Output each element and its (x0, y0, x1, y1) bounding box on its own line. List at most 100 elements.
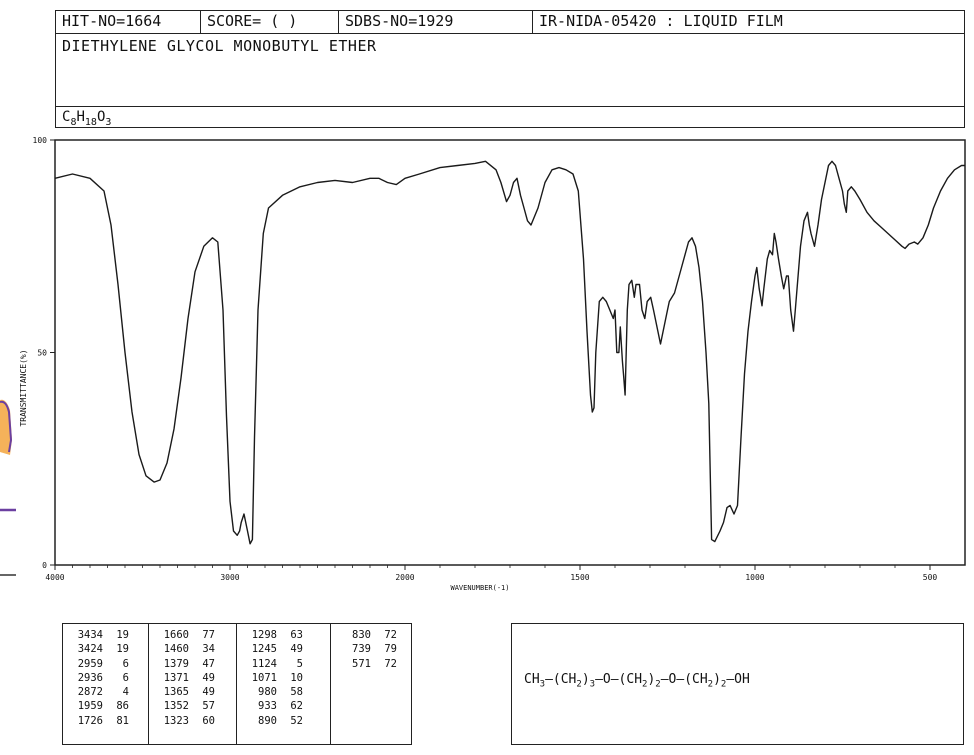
structure-box: CH3—(CH2)3—O—(CH2)2—O—(CH2)2—OH (511, 623, 964, 745)
peak-row: 1323 60 (155, 714, 230, 728)
plot-frame (54, 139, 966, 566)
peak-transmittance: 10 (290, 671, 303, 684)
peak-wavenumber: 830 (352, 629, 371, 641)
peak-row: 890 52 (243, 714, 324, 728)
spectrum-header: HIT-NO=1664 SCORE= ( ) SDBS-NO=1929 IR-N… (55, 10, 965, 128)
y-tick-label: 100 (33, 136, 48, 145)
peak-wavenumber: 2872 (77, 686, 103, 699)
peak-wavenumber: 3434 (77, 629, 103, 641)
x-tick-label: 1000 (745, 573, 764, 582)
peak-wavenumber: 1371 (163, 671, 189, 684)
peak-wavenumber: 1959 (77, 700, 103, 713)
formula-c-count: 8 (70, 116, 77, 128)
structural-formula: CH3—(CH2)3—O—(CH2)2—O—(CH2)2—OH (524, 672, 750, 690)
peak-transmittance: 19 (116, 629, 129, 641)
structure-seg3-sub: 2 (707, 679, 714, 690)
peak-row: 830 72 (337, 628, 405, 642)
structure-seg2-n: 2 (655, 679, 661, 690)
peak-wavenumber: 1298 (251, 629, 277, 641)
y-tick-label: 0 (42, 561, 47, 570)
bond-5: — (676, 672, 685, 687)
peak-transmittance: 49 (202, 671, 215, 684)
score-field: SCORE= ( ) (201, 11, 339, 33)
peak-wavenumber: 1660 (163, 629, 189, 641)
peak-wavenumber: 1124 (251, 657, 277, 670)
x-tick-labels: 4000 3000 2000 1500 1000 500 (45, 573, 937, 582)
structure-o1: O (602, 672, 611, 687)
peak-wavenumber: 3424 (77, 643, 103, 656)
compound-name: DIETHYLENE GLYCOL MONOBUTYL ETHER (62, 37, 377, 55)
structure-ch3: CH (524, 672, 540, 687)
bond-3: — (610, 672, 619, 687)
peak-column: 1660 77 1460 34 1379 47 1371 49 1365 49 1352 57 1323… (149, 624, 237, 744)
peak-transmittance: 60 (202, 714, 215, 727)
peak-row: 1124 5 (243, 657, 324, 671)
peak-wavenumber: 2959 (77, 657, 103, 670)
y-tick-labels: 0 50 100 (33, 136, 48, 570)
peak-transmittance: 72 (384, 629, 397, 641)
axis-ticks (50, 139, 931, 570)
peak-row: 1298 63 (243, 628, 324, 642)
x-tick-label: 3000 (220, 573, 239, 582)
peak-transmittance: 58 (290, 686, 303, 699)
peak-row: 1352 57 (155, 699, 230, 713)
formula-h: H (76, 109, 85, 125)
peak-row: 1460 34 (155, 642, 230, 656)
y-axis-label: TRANSMITTANCE(%) (19, 349, 28, 426)
peak-transmittance: 4 (122, 686, 129, 699)
peak-transmittance: 57 (202, 700, 215, 713)
peak-row: 1371 49 (155, 671, 230, 685)
bond-6: — (726, 672, 735, 687)
formula-h-count: 18 (84, 116, 97, 128)
structure-seg1-close: ) (581, 672, 590, 687)
structure-seg2: (CH (618, 672, 643, 687)
structure-ch3-sub: 3 (539, 679, 546, 690)
peak-row: 1379 47 (155, 657, 230, 671)
bond-4: — (660, 672, 669, 687)
peak-wavenumber: 1323 (163, 714, 189, 727)
structure-seg2-close: ) (647, 672, 656, 687)
x-tick-label: 500 (923, 573, 938, 582)
peak-row: 3424 19 (69, 642, 142, 656)
peak-transmittance: 52 (290, 714, 303, 727)
peak-wavenumber: 890 (258, 714, 277, 727)
peak-transmittance: 72 (384, 657, 397, 670)
peak-wavenumber: 980 (258, 686, 277, 699)
peak-row: 1726 81 (69, 714, 142, 728)
peak-transmittance: 19 (116, 643, 129, 656)
x-axis-label: WAVENUMBER(-1) (450, 584, 509, 592)
peak-transmittance: 47 (202, 657, 215, 670)
peak-transmittance: 34 (202, 643, 215, 656)
peak-wavenumber: 1352 (163, 700, 189, 713)
peak-row: 2936 6 (69, 671, 142, 685)
peak-row: 2872 4 (69, 685, 142, 699)
peak-row: 2959 6 (69, 657, 142, 671)
peak-wavenumber: 1379 (163, 657, 189, 670)
peak-transmittance: 49 (290, 643, 303, 656)
structure-seg1-n: 3 (589, 679, 596, 690)
ir-nida-code: IR-NIDA-05420 : LIQUID FILM (539, 12, 783, 30)
peak-row: 739 79 (337, 642, 405, 656)
ir-spectrum-chart: TRANSMITTANCE(%) 0 50 100 4000 3000 2000 1500… (19, 136, 966, 592)
peak-wavenumber: 933 (258, 700, 277, 713)
formula-c: C (62, 109, 71, 125)
structure-seg3-close: ) (713, 672, 721, 687)
x-tick-label: 2000 (395, 573, 414, 582)
x-tick-label: 4000 (45, 573, 64, 582)
peak-transmittance: 6 (122, 671, 129, 684)
peak-column: 1298 63 1245 49 1124 5 1071 10 980 58 933 62 890 52 (237, 624, 331, 744)
bond-2: — (595, 672, 603, 687)
peak-row: 571 72 (337, 657, 405, 671)
peak-row: 980 58 (243, 685, 324, 699)
structure-seg1: (CH (552, 672, 577, 687)
peak-row: 933 62 (243, 699, 324, 713)
peak-transmittance: 63 (290, 629, 303, 641)
peak-transmittance: 62 (290, 700, 303, 713)
peak-transmittance: 79 (384, 643, 397, 656)
left-edge-artifact (0, 399, 16, 576)
peak-column: 830 72 739 79 571 72 (331, 624, 411, 744)
structure-oh: OH (734, 672, 750, 687)
peak-wavenumber: 1071 (251, 671, 277, 684)
structure-seg3-n: 2 (720, 679, 727, 690)
peak-transmittance: 49 (202, 686, 215, 699)
